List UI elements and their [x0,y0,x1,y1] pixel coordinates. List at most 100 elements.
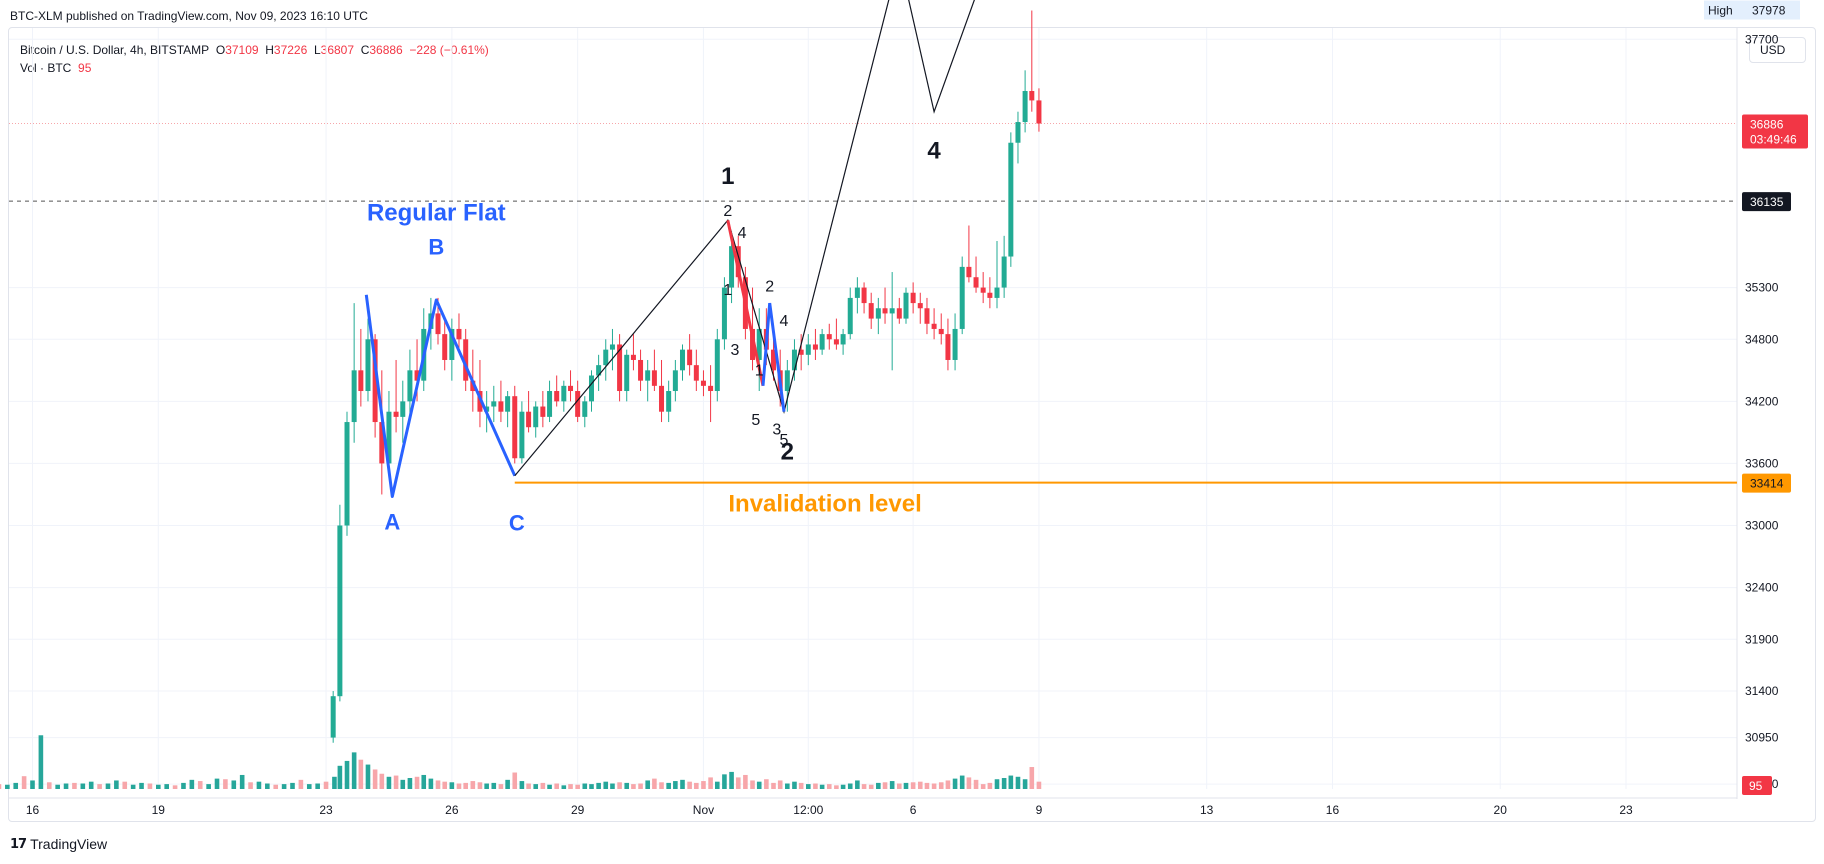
candle-body [400,401,406,417]
volume-bar [708,777,713,789]
volume-bar [554,783,559,789]
candle-body [386,411,392,464]
candle-body [351,370,357,423]
volume-bar [130,784,136,789]
subwave-red-line [726,219,765,387]
volume-bar [973,779,979,789]
volume-bar [868,784,874,789]
candle-body [568,385,574,392]
volume-bar [1036,781,1042,789]
candle-body [630,354,636,360]
volume-bar [1001,778,1007,789]
candle-body [910,292,916,304]
volume-bar [889,781,895,789]
candle-body [442,334,448,360]
volume-bar [533,784,539,789]
candle-body [1008,142,1014,257]
candle-body [868,303,874,319]
volume-bar [256,781,262,789]
legend-change: −228 (−0.61%) [409,43,489,57]
volume-bar [631,784,636,789]
currency-button[interactable]: USD [1749,37,1806,63]
volume-bar [463,782,468,789]
elliott-wave-drawings: Regular FlatABC123452413152435 [364,0,975,536]
candle-body [533,406,539,428]
candles [330,10,1042,743]
subwave-label: 1 [755,362,764,379]
volume-bar [365,764,371,789]
volume-bar [785,783,790,789]
time-axis[interactable]: 16 19 23 26 29 Nov 12:00 6 9 13 16 20 23 [26,803,1633,817]
price-axis[interactable]: 4050039500385003770035300348003420033600… [1704,0,1808,795]
volume-bar [561,785,567,789]
volume-bar [673,781,678,789]
candle-body [393,411,399,417]
volume-bar [512,772,518,789]
volume-bar [834,785,839,789]
candle-body [1001,256,1007,288]
candle-body [330,696,336,738]
candle-body [700,380,706,386]
invalidation-label: Invalidation level [728,491,921,518]
tradingview-logo-icon: 17 [10,836,27,852]
volume-bar [181,782,186,789]
tradingview-logo[interactable]: 17 TradingView [10,836,107,852]
volume-bar [290,782,295,789]
volume-bar [298,779,304,789]
subwave-label: 3 [772,421,781,438]
high-value: 37978 [1752,4,1786,18]
time-tick-label: 23 [319,803,333,817]
candle-body [861,287,867,304]
volume-bar [172,785,178,789]
volume-bar [596,782,601,789]
volume-bar [63,783,69,789]
volume-bar [323,781,329,789]
volume-bar [826,784,832,789]
subwave-label: 2 [765,279,774,296]
candle-body [854,287,860,298]
impulse-wave-path [514,0,975,477]
volume-bar [239,774,245,789]
volume-bar [273,784,279,789]
invalidation-value: 33414 [1750,477,1784,491]
volume-bar [206,784,211,789]
volume-bar [1008,775,1014,789]
volume-bar [223,779,228,789]
volume-bar [449,782,455,789]
impulse-wave-label: 4 [927,137,941,164]
impulse-wave-label: 2 [781,438,794,465]
volume-bar [393,775,399,789]
candle-body [805,344,811,355]
candle-body [896,308,902,319]
candle-body [987,292,993,298]
candle-body [575,391,581,417]
volume-bar [792,781,797,789]
time-tick-label: 23 [1619,803,1633,817]
volume-bar [896,783,902,789]
time-tick-label: 29 [571,803,585,817]
volume-bar [491,782,497,789]
legend-high-value: 37226 [273,43,308,57]
candle-body [687,349,693,366]
candle-body [973,277,979,288]
volume-bar [13,782,19,789]
volume-bar [421,774,427,789]
last-price-value: 36886 [1750,117,1784,131]
volume-bar [214,778,220,789]
candle-body [945,334,951,360]
volume-bar [540,782,546,789]
volume-bar [624,782,630,789]
legend-low-value: 36807 [320,43,355,57]
volume-bar [722,774,727,789]
candle-body [519,411,525,459]
volume-bar [0,784,2,789]
candle-body [1029,91,1035,101]
volume-bar [876,782,881,789]
subwave-label: 4 [780,313,789,330]
volume-bar [332,776,337,789]
volume-bar [248,782,253,789]
volume-bar [358,759,364,789]
volume-bar [610,783,615,789]
volume-bar [265,783,270,789]
